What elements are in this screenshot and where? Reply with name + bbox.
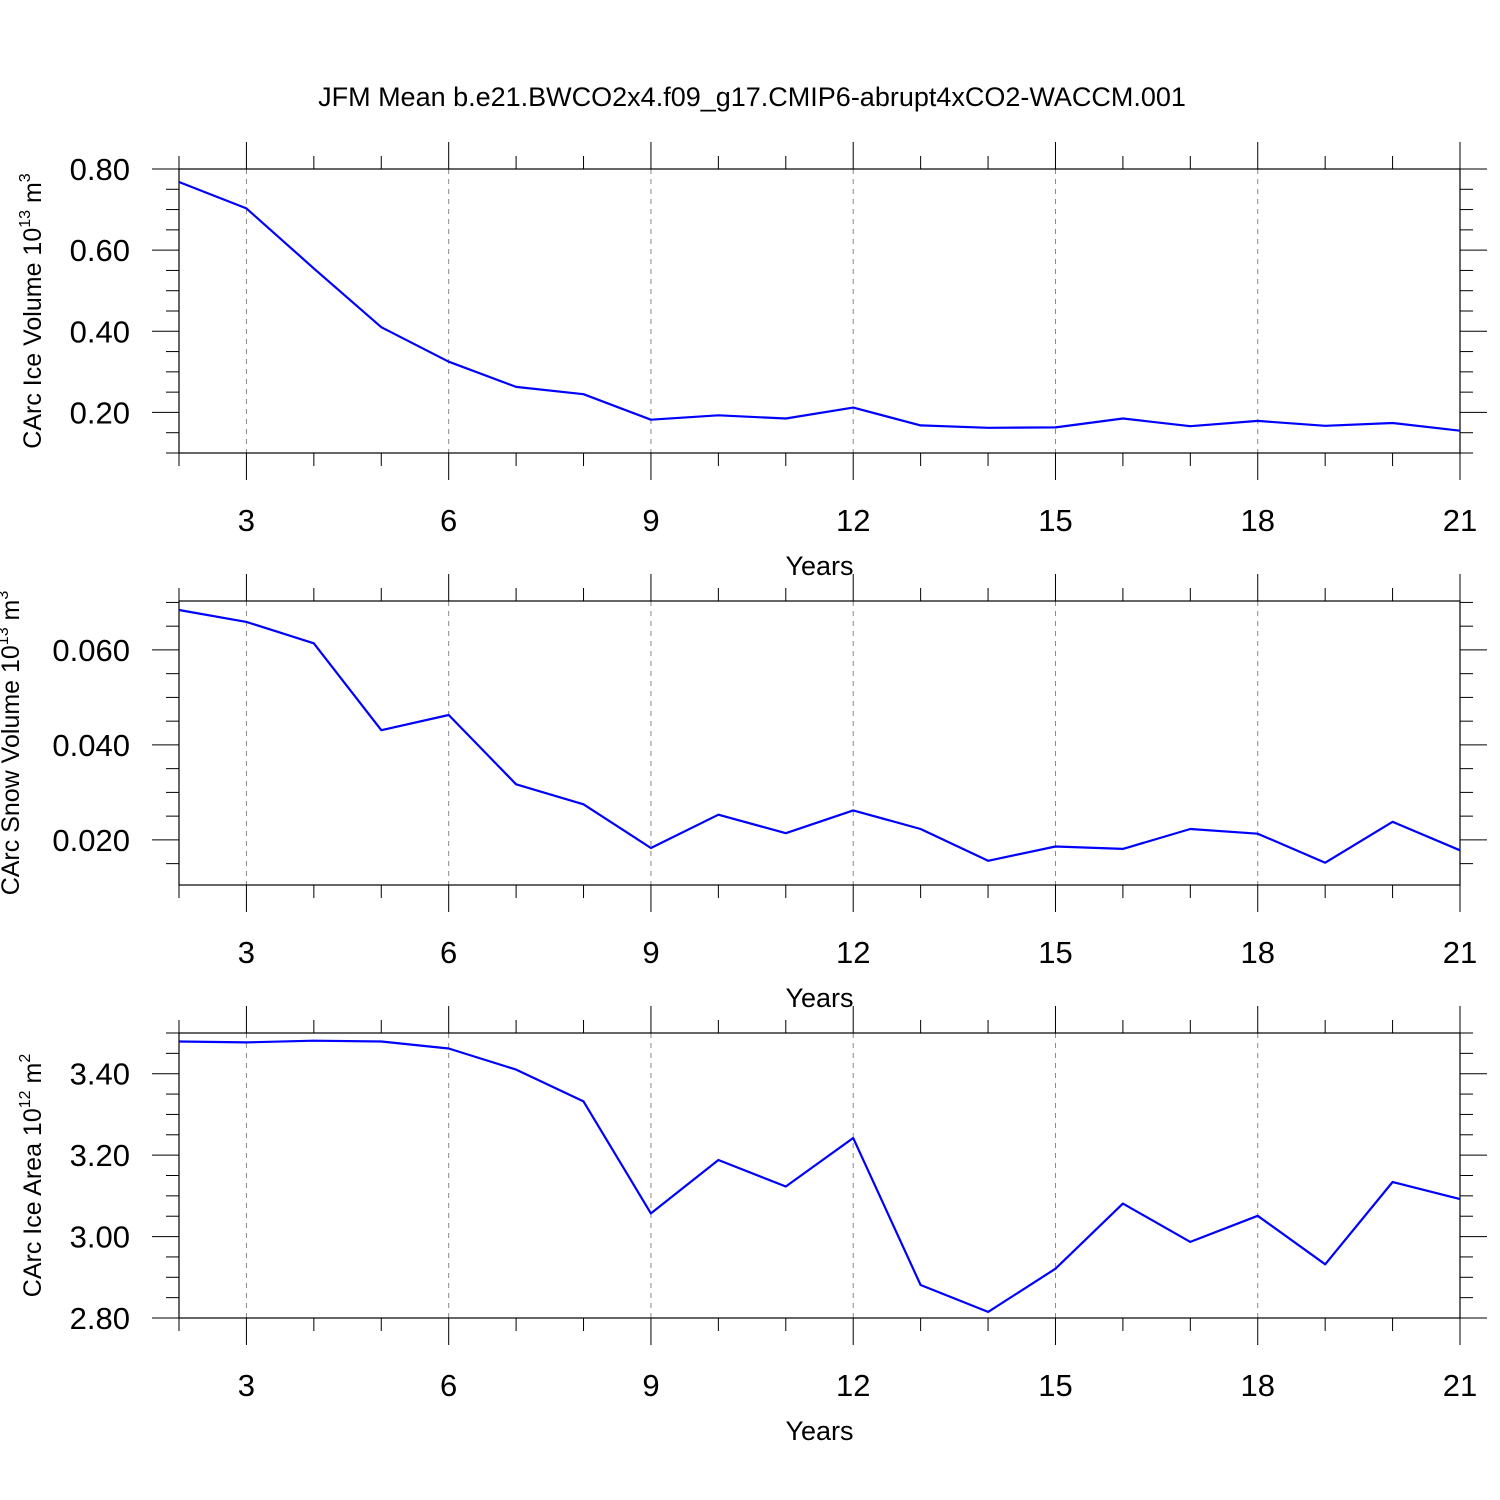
x-axis-label: Years [785, 551, 853, 581]
panel-3: 3 6 9 12 15 18 21 2.80 3.00 3.20 3.40 Years CArc Ice… [17, 1006, 1487, 1446]
y-tick-label: 3.40 [70, 1057, 130, 1092]
y-tick-label: 3.20 [70, 1138, 130, 1173]
y-label-exponent: 13 [0, 627, 12, 645]
y-tick-label: 0.40 [70, 314, 130, 349]
x-tick-label: 6 [440, 1368, 457, 1403]
y-label-base: CArc Ice Area 10 [19, 1108, 47, 1297]
y-label-unit-exponent: 3 [17, 173, 34, 182]
x-tick-label: 3 [238, 1368, 255, 1403]
x-tick-label: 12 [836, 935, 870, 970]
y-tick-label: 0.60 [70, 233, 130, 268]
x-tick-label: 21 [1443, 935, 1477, 970]
y-label-unit-exponent: 3 [0, 591, 12, 600]
y-label-exponent: 13 [17, 210, 34, 228]
x-tick-label: 21 [1443, 1368, 1477, 1403]
x-tick-label: 15 [1038, 935, 1072, 970]
y-tick-label: 0.060 [52, 633, 130, 668]
panel-1: 3 6 9 12 15 18 21 0.20 0.40 0.60 0.80 Years CArc Ice… [17, 142, 1487, 581]
y-label-unit: m [19, 1063, 47, 1091]
x-axis-label: Years [785, 983, 853, 1013]
x-tick-label: 12 [836, 1368, 870, 1403]
y-axis-label: CArc Ice Volume 1013 m3 [17, 173, 47, 449]
series-line [178, 608, 1461, 864]
panel-2: 3 6 9 12 15 18 21 0.020 0.040 0.060 Years CArc Snow… [0, 574, 1487, 1013]
x-tick-label: 3 [238, 935, 255, 970]
y-tick-label: 0.20 [70, 395, 130, 430]
y-label-unit-exponent: 2 [17, 1054, 34, 1063]
x-tick-label: 9 [642, 935, 659, 970]
series-line [178, 180, 1461, 432]
x-tick-label: 15 [1038, 503, 1072, 538]
y-tick-label: 0.040 [52, 728, 130, 763]
x-tick-label: 18 [1240, 1368, 1274, 1403]
x-tick-label: 15 [1038, 1368, 1072, 1403]
plot-frame [178, 168, 1461, 454]
x-tick-label: 12 [836, 503, 870, 538]
x-tick-label: 18 [1240, 935, 1274, 970]
series-line [178, 1039, 1461, 1314]
y-label-unit: m [19, 182, 47, 210]
y-label-base: CArc Snow Volume 10 [0, 645, 25, 895]
x-axis-label: Years [785, 1416, 853, 1446]
y-tick-label: 0.80 [70, 152, 130, 187]
x-tick-label: 21 [1443, 503, 1477, 538]
y-label-base: CArc Ice Volume 10 [19, 228, 47, 449]
plot-frame [178, 600, 1461, 886]
x-tick-label: 3 [238, 503, 255, 538]
y-tick-label: 2.80 [70, 1301, 130, 1336]
y-tick-label: 0.020 [52, 823, 130, 858]
y-label-unit: m [0, 600, 25, 628]
x-tick-label: 18 [1240, 503, 1274, 538]
x-tick-label: 6 [440, 503, 457, 538]
y-axis-label: CArc Ice Area 1012 m2 [17, 1054, 47, 1298]
x-tick-label: 9 [642, 1368, 659, 1403]
x-tick-label: 6 [440, 935, 457, 970]
plot-frame [178, 1032, 1461, 1319]
x-tick-label: 9 [642, 503, 659, 538]
y-axis-label: CArc Snow Volume 1013 m3 [0, 591, 25, 896]
figure-title: JFM Mean b.e21.BWCO2x4.f09_g17.CMIP6-abr… [318, 82, 1186, 112]
y-label-exponent: 12 [17, 1090, 34, 1108]
y-tick-label: 3.00 [70, 1220, 130, 1255]
